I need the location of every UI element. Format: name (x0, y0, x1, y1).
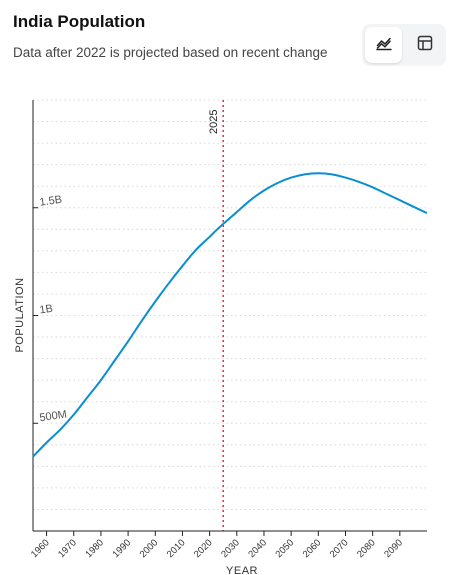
table-grid-icon (416, 34, 434, 57)
y-tick-label: 1B (39, 303, 54, 317)
x-axis-title: YEAR (226, 565, 258, 575)
y-tick-label: 1.5B (39, 194, 63, 209)
x-tick-label: 2030 (219, 537, 242, 560)
table-view-button[interactable] (406, 27, 443, 63)
y-tick-label: 500M (39, 409, 68, 425)
x-tick-label: 1990 (110, 537, 133, 560)
x-tick-label: 2010 (165, 537, 188, 560)
view-toggle (362, 24, 446, 66)
x-tick-label: 2050 (274, 537, 297, 560)
x-tick-label: 2020 (192, 537, 215, 560)
x-tick-label: 2060 (301, 537, 324, 560)
x-tick-label: 2070 (328, 537, 351, 560)
x-tick-label: 2040 (246, 537, 269, 560)
chart-title: India Population (13, 12, 146, 31)
x-tick-label: 1980 (83, 537, 106, 560)
chart-view-button[interactable] (365, 27, 402, 63)
projection-marker-label: 2025 (208, 110, 220, 134)
x-tick-label: 1960 (29, 537, 52, 560)
chart-subtitle: Data after 2022 is projected based on re… (13, 45, 328, 60)
x-tick-label: 1970 (56, 537, 79, 560)
population-series-line (32, 172, 428, 458)
y-axis-title: POPULATION (14, 277, 26, 352)
x-tick-label: 2080 (355, 537, 378, 560)
x-tick-label: 2000 (138, 537, 161, 560)
line-chart-icon (375, 34, 393, 57)
x-tick-label: 2090 (382, 537, 405, 560)
